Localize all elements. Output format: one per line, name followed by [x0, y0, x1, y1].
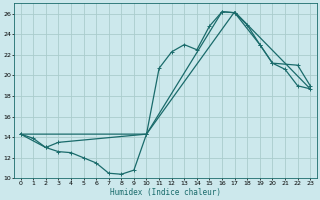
- X-axis label: Humidex (Indice chaleur): Humidex (Indice chaleur): [110, 188, 221, 197]
